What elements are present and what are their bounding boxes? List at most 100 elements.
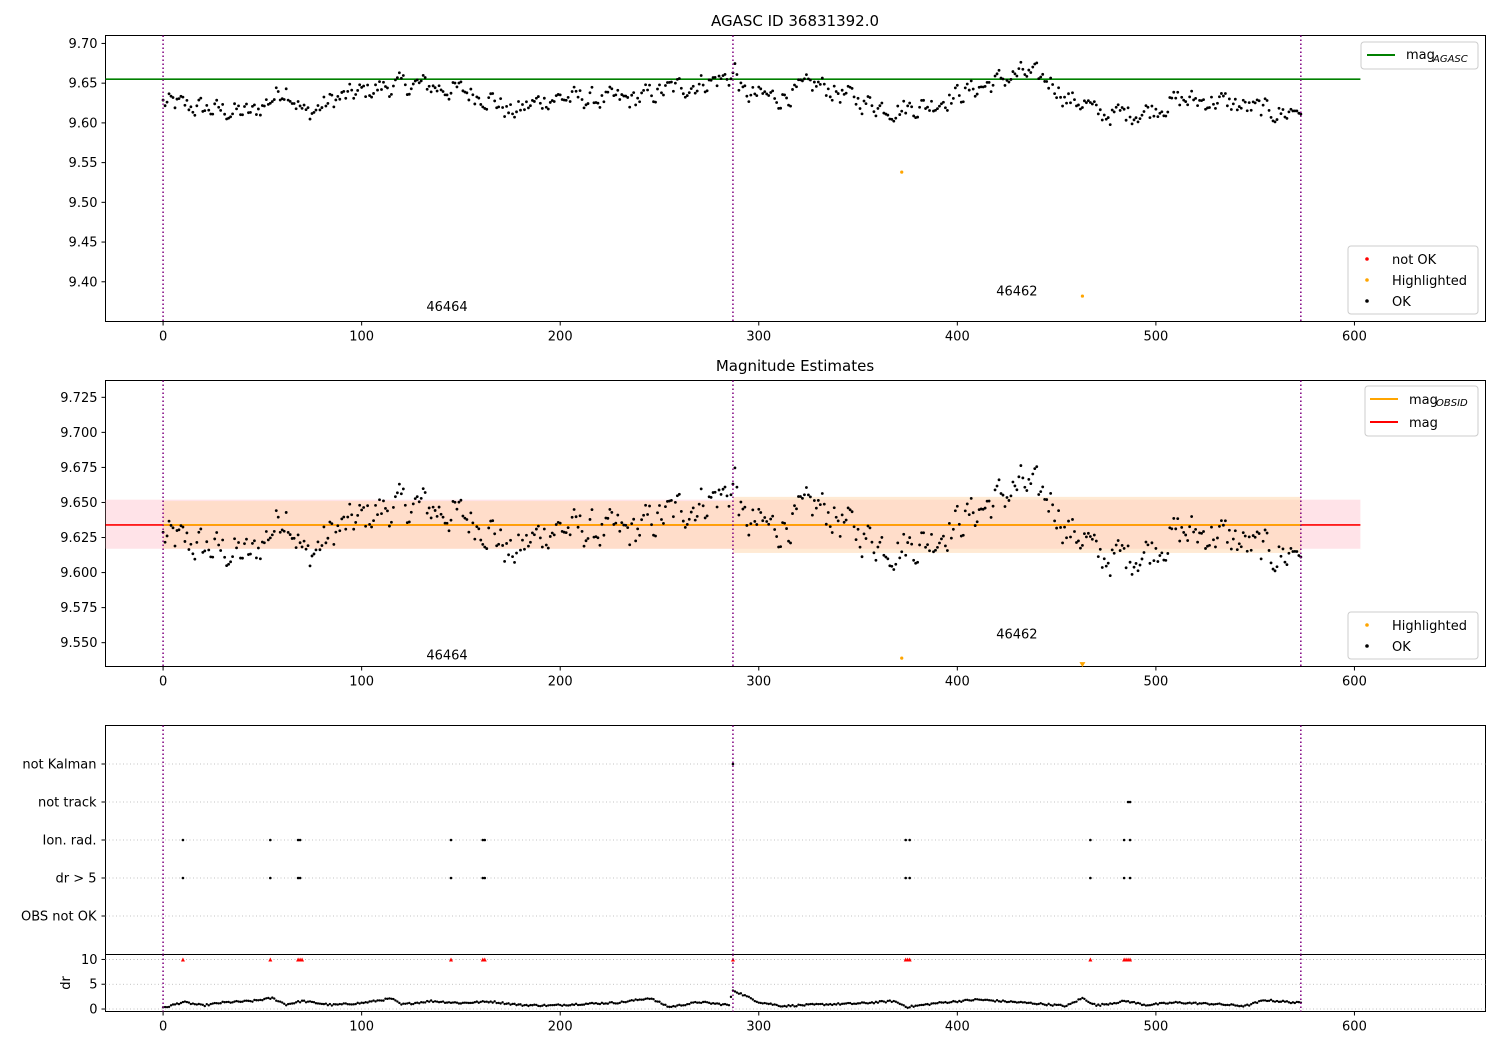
- ok-point: [1180, 525, 1184, 529]
- panel-4-y-tick-label: 5: [89, 978, 97, 993]
- ok-point: [574, 89, 578, 93]
- dr-point: [386, 997, 389, 1001]
- dr-point: [354, 1002, 357, 1006]
- ok-point: [1132, 118, 1136, 122]
- ok-point: [741, 507, 745, 511]
- ok-point: [354, 93, 358, 96]
- ok-point: [820, 492, 824, 495]
- dr-point: [326, 1003, 330, 1007]
- ok-point: [471, 93, 475, 97]
- dr-point: [312, 1000, 316, 1004]
- dr-point: [664, 1003, 667, 1007]
- panel-2-y-tick-label: 9.600: [60, 566, 97, 581]
- panel-1-x-tick-label: 100: [349, 330, 374, 345]
- dr-point: [817, 1002, 820, 1006]
- ok-point: [249, 110, 252, 114]
- ok-point: [304, 547, 308, 551]
- ok-point: [908, 101, 912, 105]
- legend-subscript: OBSID: [1436, 398, 1468, 409]
- ok-point: [292, 102, 296, 105]
- ok-point: [1231, 102, 1235, 106]
- ok-point: [1134, 116, 1138, 120]
- dr-point: [612, 1001, 616, 1005]
- panel-1-x-tick-label: 500: [1143, 330, 1168, 345]
- dr-point: [749, 997, 753, 1000]
- dr-point: [983, 998, 987, 1002]
- ok-point: [1176, 517, 1180, 521]
- ok-point: [793, 504, 796, 508]
- ok-point: [904, 553, 908, 557]
- ok-point: [1126, 106, 1130, 110]
- dr-point: [1198, 1002, 1201, 1005]
- dr-point: [525, 1003, 528, 1007]
- ok-point: [439, 512, 443, 516]
- ok-point: [951, 96, 955, 100]
- dr-point: [765, 1002, 768, 1005]
- dr-point: [1242, 1005, 1245, 1008]
- ok-point: [904, 111, 908, 115]
- ok-point: [842, 93, 846, 96]
- ok-point: [725, 494, 729, 498]
- flag-category-label: not track: [38, 796, 97, 811]
- dr-point: [300, 999, 304, 1002]
- ok-point: [519, 548, 522, 552]
- dr-point: [1005, 1000, 1009, 1004]
- ok-point: [1088, 535, 1092, 538]
- ok-point: [987, 499, 991, 503]
- dr-point: [638, 998, 641, 1001]
- dr-point: [711, 1001, 715, 1005]
- ok-point: [346, 515, 350, 519]
- ok-point: [735, 485, 739, 489]
- ok-point: [312, 552, 316, 556]
- ok-point: [1003, 505, 1007, 508]
- dr-point: [1120, 999, 1124, 1003]
- legend-marker: [1365, 257, 1369, 261]
- dr-point: [467, 1001, 471, 1005]
- ok-point: [664, 84, 667, 87]
- ok-point: [501, 544, 505, 547]
- dr-point: [384, 997, 387, 1000]
- dr-point: [475, 1000, 479, 1003]
- ok-point: [691, 506, 695, 510]
- ok-point: [1019, 60, 1023, 64]
- ok-point: [564, 98, 568, 102]
- clipped-dr-marker: [268, 957, 273, 962]
- ok-point: [1243, 534, 1247, 538]
- dr-point: [229, 1001, 232, 1004]
- ok-point: [461, 514, 465, 518]
- flag-point: [296, 838, 300, 842]
- dr-point: [1253, 1001, 1257, 1004]
- ok-point: [372, 519, 375, 523]
- ok-point: [258, 557, 262, 561]
- ok-point: [459, 80, 463, 84]
- dr-point: [672, 1004, 675, 1008]
- ok-point: [906, 541, 910, 544]
- dr-point: [866, 1002, 870, 1005]
- ok-point: [807, 493, 810, 497]
- ok-point: [630, 522, 634, 526]
- ok-point: [1049, 491, 1053, 495]
- dr-point: [1259, 999, 1263, 1002]
- ok-point: [669, 80, 673, 84]
- ok-point: [965, 502, 969, 506]
- panel-1-plot-area: [105, 35, 1361, 322]
- dr-point: [495, 1001, 498, 1005]
- ok-point: [274, 509, 278, 513]
- legend-label: OK: [1392, 295, 1411, 310]
- ok-point: [920, 98, 923, 102]
- dr-point: [968, 999, 971, 1002]
- ok-point: [803, 77, 806, 81]
- ok-point: [370, 525, 373, 529]
- ok-point: [703, 516, 707, 520]
- ok-point: [761, 92, 765, 95]
- ok-point: [1212, 538, 1215, 542]
- ok-point: [699, 74, 703, 77]
- ok-point: [801, 79, 804, 83]
- dr-point: [547, 1004, 550, 1007]
- ok-point: [618, 98, 622, 101]
- ok-point: [213, 537, 217, 541]
- ok-point: [1202, 98, 1205, 102]
- ok-point: [1128, 560, 1132, 564]
- obsid-annotation: 46462: [996, 284, 1037, 299]
